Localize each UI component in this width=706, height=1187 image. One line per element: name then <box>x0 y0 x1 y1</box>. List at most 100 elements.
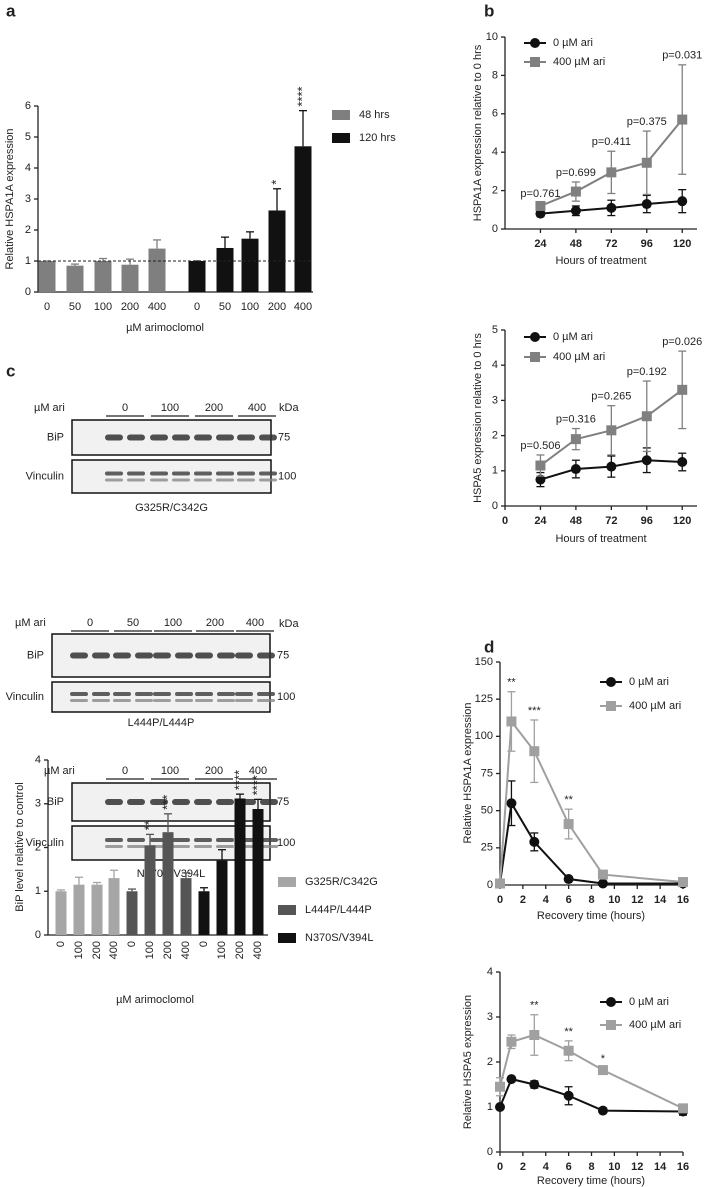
x-tick-label: 100 <box>73 941 85 959</box>
legend-marker <box>530 352 540 362</box>
y-tick-label: 0 <box>487 1146 493 1158</box>
blot-band <box>217 699 235 702</box>
bar <box>55 891 67 935</box>
y-tick-label: 4 <box>487 966 493 978</box>
panel-letter: b <box>484 1 494 20</box>
y-tick-label: 8 <box>492 69 498 81</box>
y-tick-label: 3 <box>487 1011 493 1023</box>
x-tick-label: 16 <box>677 894 689 906</box>
blot-band <box>172 845 190 848</box>
point <box>597 878 608 889</box>
blot-band <box>195 652 213 659</box>
blot-band <box>135 692 153 696</box>
x-tick-label: 10 <box>608 1161 620 1173</box>
blot-band <box>235 692 253 696</box>
point <box>597 869 608 880</box>
y-tick-label: 2 <box>492 185 498 197</box>
point <box>506 1074 517 1085</box>
point <box>563 1090 574 1101</box>
significance: * <box>268 180 283 185</box>
bar <box>148 248 166 292</box>
x-tick-label: 96 <box>641 238 653 250</box>
series-line <box>499 800 683 885</box>
blot-band <box>217 652 235 659</box>
y-tick-label: 6 <box>25 100 31 112</box>
bar <box>180 878 192 935</box>
blot-band <box>216 838 234 842</box>
blot-band <box>135 699 153 702</box>
legend-marker <box>606 997 616 1007</box>
dose-label: 0 <box>87 617 93 629</box>
legend-swatch <box>332 110 350 120</box>
x-tick-label: 8 <box>588 1161 594 1173</box>
blot-band <box>194 471 212 476</box>
y-tick-label: 0 <box>487 879 493 891</box>
bar <box>38 261 56 292</box>
legend-swatch <box>278 905 296 915</box>
blot-band <box>216 471 234 476</box>
y-tick-label: 4 <box>35 754 41 766</box>
x-tick-label: 0 <box>198 941 210 947</box>
legend-marker <box>606 1020 616 1030</box>
y-tick-label: 3 <box>25 193 31 205</box>
x-tick-label: 6 <box>566 894 572 906</box>
annotation: p=0.316 <box>556 413 596 425</box>
blot-band <box>150 471 168 476</box>
point <box>641 157 652 168</box>
blot-row-label: Vinculin <box>26 837 64 849</box>
blot-band <box>175 652 193 659</box>
x-tick-label: 48 <box>570 238 582 250</box>
x-tick-label: 4 <box>543 1161 550 1173</box>
point <box>495 1102 505 1112</box>
y-tick-label: 10 <box>486 31 498 43</box>
legend-marker <box>606 701 616 711</box>
y-tick-label: 5 <box>492 324 498 336</box>
y-tick-label: 75 <box>481 767 493 779</box>
x-tick-label: 0 <box>126 941 138 947</box>
bar <box>121 264 139 292</box>
panel-letter: c <box>6 361 15 380</box>
kda-marker: 100 <box>278 470 296 482</box>
blot-caption: G325R/C342G <box>135 502 208 514</box>
blot-band <box>113 652 131 659</box>
bar <box>268 210 286 292</box>
annotation: p=0.761 <box>520 188 560 200</box>
point <box>529 1079 540 1090</box>
x-tick-label: 6 <box>566 1161 572 1173</box>
blot-band <box>217 692 235 696</box>
point <box>495 1081 505 1092</box>
x-tick-label: 72 <box>605 515 617 527</box>
blot-band <box>216 434 234 441</box>
x-tick-label: 100 <box>241 301 259 313</box>
blot-band <box>70 652 88 659</box>
bar <box>198 891 210 935</box>
point <box>678 1103 688 1114</box>
bar <box>234 798 246 935</box>
blot-band <box>92 699 110 702</box>
significance: **** <box>249 775 264 795</box>
y-tick-label: 1 <box>487 1101 493 1113</box>
x-axis-label: Recovery time (hours) <box>537 910 645 922</box>
point <box>677 196 688 207</box>
x-tick-label: 10 <box>608 894 620 906</box>
annotation: p=0.192 <box>627 366 667 378</box>
x-axis-label: Hours of treatment <box>555 533 646 545</box>
x-axis-label: Hours of treatment <box>555 255 646 267</box>
y-tick-label: 4 <box>25 162 31 174</box>
series-line <box>499 1033 684 1110</box>
bar <box>91 884 103 935</box>
point <box>570 464 581 475</box>
blot-band <box>105 799 123 805</box>
legend-label: G325R/C342G <box>305 876 378 888</box>
y-tick-label: 50 <box>481 805 493 817</box>
legend-label: 400 µM ari <box>553 351 605 363</box>
kda-marker: 75 <box>278 431 290 443</box>
y-tick-label: 2 <box>487 1056 493 1068</box>
x-tick-label: 120 <box>673 238 691 250</box>
bar <box>188 261 206 292</box>
annotation: p=0.026 <box>662 336 702 348</box>
y-tick-label: 4 <box>492 146 498 158</box>
blot-band <box>172 799 190 805</box>
blot-band <box>105 478 123 482</box>
